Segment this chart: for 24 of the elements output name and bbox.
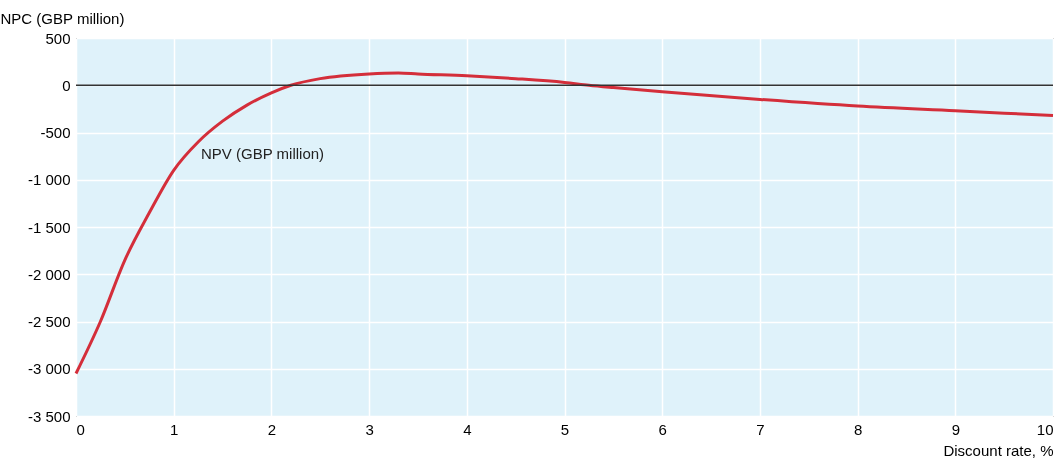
annotation: NPV (GBP million) (201, 145, 325, 162)
y-tick-label: -1 500 (27, 218, 71, 236)
y-tick-label: -3 500 (27, 407, 71, 425)
x-tick-label: 3 (365, 420, 374, 438)
y-tick-label: 0 (62, 76, 71, 94)
y-tick-label: -2 000 (27, 265, 71, 283)
y-tick-label: 500 (45, 29, 71, 47)
x-tick-label: 9 (951, 420, 960, 438)
x-tick-label: 4 (463, 420, 472, 438)
x-tick-label: 8 (853, 420, 863, 438)
line-series (74, 71, 1055, 375)
y-tick-label: -2 500 (27, 313, 71, 330)
x-tick-label: 7 (756, 420, 765, 438)
x-tick-label: 5 (560, 420, 570, 438)
x-tick-label: 6 (658, 420, 667, 438)
y-tick-label: -3 000 (27, 360, 71, 378)
x-tick-label: 10 (1036, 420, 1054, 438)
y-axis-title: NPC (GBP million) (0, 9, 125, 27)
x-tick-label: 2 (267, 420, 277, 438)
y-tick-label: -500 (40, 124, 71, 141)
x-axis-title: Discount rate, % (943, 441, 1054, 459)
y-tick-label: -1 000 (27, 171, 71, 189)
x-tick-label: 0 (76, 420, 85, 438)
x-tick-label: 1 (170, 420, 179, 438)
